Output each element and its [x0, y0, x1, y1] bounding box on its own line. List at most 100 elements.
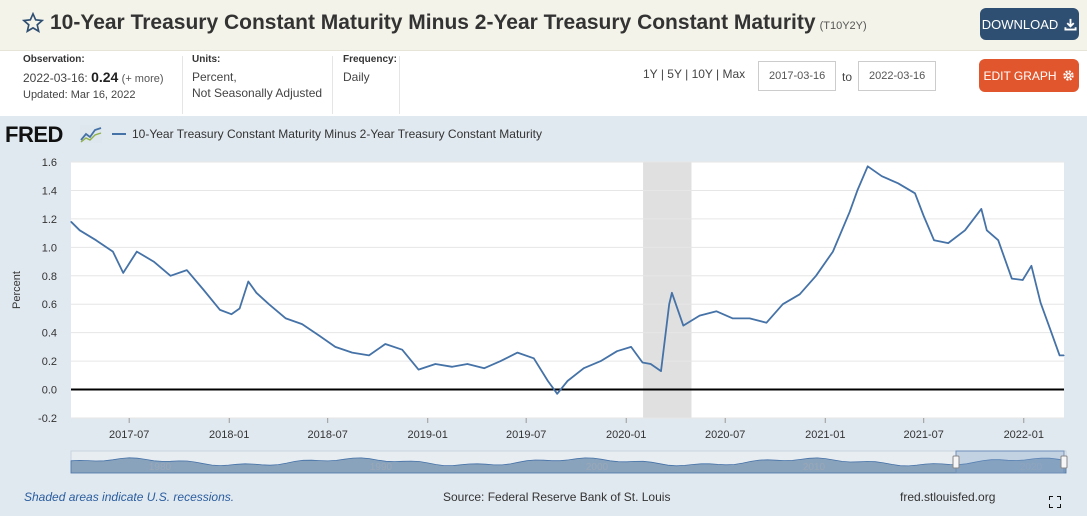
data-point	[997, 239, 999, 241]
data-point	[699, 315, 701, 317]
recession-band	[643, 162, 692, 418]
y-tick-label: 1.4	[42, 185, 57, 197]
data-point	[566, 380, 569, 382]
data-point	[533, 357, 535, 359]
data-point	[849, 211, 851, 213]
frequency-label: Frequency:	[343, 54, 397, 65]
y-axis-label: Percent	[11, 271, 23, 309]
data-point	[556, 393, 558, 395]
observation-more-link[interactable]: (+ more)	[121, 73, 164, 85]
data-point	[765, 322, 768, 324]
divider	[332, 56, 333, 114]
series-title-text: 10-Year Treasury Constant Maturity Minus…	[50, 11, 816, 34]
data-point	[247, 280, 249, 283]
x-tick-label: 2021-01	[805, 429, 845, 441]
data-point	[799, 293, 801, 295]
site-link[interactable]: fred.stlouisfed.org	[900, 490, 996, 504]
data-point	[815, 275, 817, 277]
x-tick-label: 2018-01	[209, 429, 249, 441]
data-point	[715, 310, 718, 312]
navigator-label: 1990	[370, 462, 393, 473]
navigator-selection	[955, 450, 1065, 474]
range-max[interactable]: Max	[722, 67, 746, 81]
data-point	[668, 303, 670, 305]
data-point	[1059, 354, 1061, 357]
data-point	[516, 351, 519, 354]
range-1y[interactable]: 1Y	[643, 67, 658, 81]
data-point	[897, 182, 899, 184]
y-tick-label: 1.0	[42, 242, 57, 254]
download-button[interactable]: DOWNLOAD	[980, 8, 1079, 40]
navigator-label: 2000	[586, 462, 609, 473]
data-point	[153, 260, 155, 263]
data-point	[671, 292, 673, 294]
updated-date: Updated: Mar 16, 2022	[23, 89, 136, 101]
frequency-value: Daily	[343, 70, 370, 84]
data-point	[547, 380, 549, 382]
data-point	[1011, 278, 1013, 280]
end-date-input[interactable]: 2022-03-16	[858, 61, 936, 91]
y-tick-label: 0.4	[42, 328, 57, 340]
chart-legend: 10-Year Treasury Constant Maturity Minus…	[112, 127, 542, 141]
data-point	[285, 317, 287, 320]
data-point	[660, 370, 662, 372]
navigator-label: 2010	[803, 462, 826, 473]
series-id: (T10Y2Y)	[819, 20, 867, 32]
data-point	[122, 272, 124, 274]
series-title: 10-Year Treasury Constant Maturity Minus…	[50, 11, 867, 35]
data-point	[1050, 330, 1052, 332]
range-sep: |	[660, 67, 664, 81]
fullscreen-icon[interactable]	[1049, 496, 1061, 508]
data-point	[933, 239, 935, 241]
y-tick-label: 1.2	[42, 214, 57, 226]
data-point	[434, 363, 436, 365]
data-point	[70, 221, 72, 223]
title-bar: 10-Year Treasury Constant Maturity Minus…	[0, 0, 1087, 51]
observation-line: 2022-03-16: 0.24 (+ more)	[23, 69, 164, 87]
download-label: DOWNLOAD	[981, 16, 1059, 32]
data-point	[650, 363, 652, 365]
legend-swatch	[112, 133, 126, 135]
x-tick-label: 2019-07	[506, 429, 546, 441]
data-point	[856, 189, 858, 192]
data-point	[630, 346, 632, 348]
data-point	[483, 367, 485, 369]
y-tick-label: 0.8	[42, 271, 57, 283]
recession-note: Shaded areas indicate U.S. recessions.	[24, 490, 235, 504]
data-point	[986, 229, 988, 231]
data-point	[268, 303, 270, 305]
data-point	[914, 192, 916, 194]
range-10y[interactable]: 10Y	[691, 67, 713, 81]
y-tick-label: 0.2	[42, 356, 57, 368]
range-links: 1Y | 5Y | 10Y | Max	[643, 67, 745, 81]
data-point	[1040, 302, 1042, 304]
source-note: Source: Federal Reserve Bank of St. Loui…	[443, 490, 671, 504]
data-point	[230, 313, 233, 315]
units-box: Units: Percent, Not Seasonally Adjusted	[192, 54, 322, 112]
data-point	[832, 251, 834, 253]
gear-icon	[1062, 70, 1074, 81]
data-point	[301, 323, 303, 325]
edit-graph-button[interactable]: EDIT GRAPH	[979, 59, 1079, 92]
fred-logo[interactable]: FRED	[5, 122, 63, 148]
data-point	[351, 351, 353, 354]
data-point	[203, 289, 205, 291]
observation-label: Observation:	[23, 54, 85, 65]
divider	[399, 56, 400, 114]
data-point	[1030, 265, 1032, 267]
divider	[182, 56, 183, 114]
x-tick-label: 2017-07	[109, 429, 149, 441]
star-outline-icon[interactable]	[22, 12, 44, 34]
range-5y[interactable]: 5Y	[667, 67, 682, 81]
data-point	[417, 369, 420, 371]
frequency-box: Frequency: Daily	[343, 54, 397, 112]
data-point	[782, 303, 784, 305]
data-point	[583, 367, 585, 369]
navigator-handle[interactable]	[1060, 455, 1068, 469]
data-point	[867, 165, 869, 167]
start-date-input[interactable]: 2017-03-16	[758, 61, 836, 91]
navigator-handle[interactable]	[952, 455, 960, 469]
x-tick-label: 2020-07	[705, 429, 745, 441]
fred-logo-text: FRED	[5, 122, 63, 147]
